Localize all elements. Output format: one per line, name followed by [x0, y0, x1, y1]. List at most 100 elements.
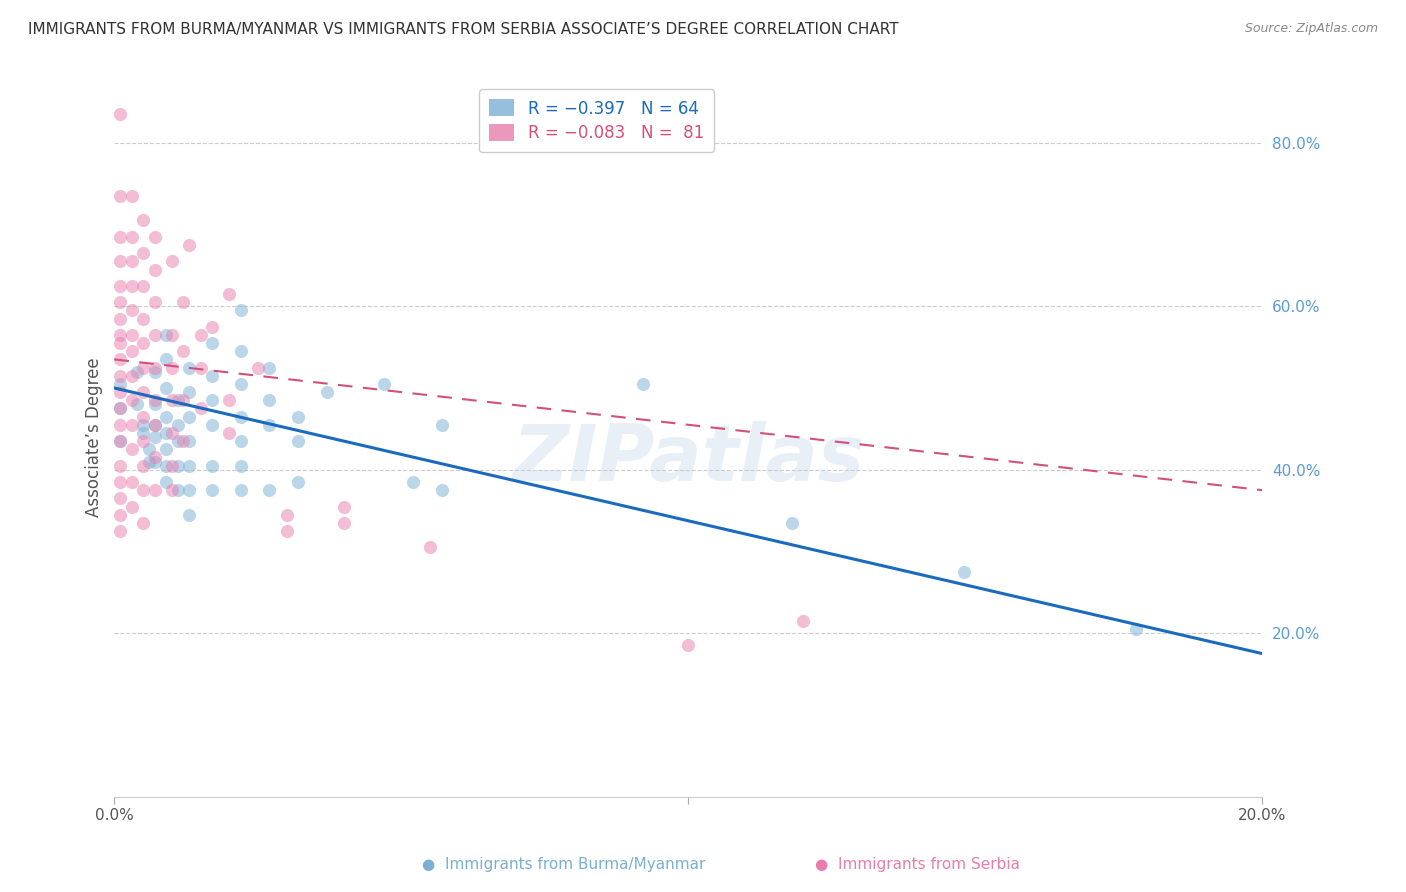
Point [160, 458, 183, 473]
Point [132, 213, 155, 227]
Point [160, 360, 183, 375]
Point [121, 344, 143, 359]
Point [132, 409, 155, 424]
Point [108, 434, 131, 449]
Point [333, 500, 356, 514]
Point [108, 107, 131, 121]
Point [121, 278, 143, 293]
Point [229, 409, 252, 424]
Point [155, 381, 177, 395]
Point [121, 475, 143, 489]
Point [172, 434, 194, 449]
Point [172, 344, 194, 359]
Point [780, 516, 803, 530]
Point [132, 336, 155, 351]
Point [108, 368, 131, 383]
Point [143, 450, 166, 465]
Point [190, 360, 212, 375]
Point [229, 376, 252, 391]
Point [218, 393, 240, 408]
Point [121, 189, 143, 203]
Point [143, 430, 166, 444]
Point [259, 483, 281, 498]
Point [229, 303, 252, 318]
Point [138, 442, 160, 457]
Point [108, 229, 131, 244]
Point [172, 393, 194, 408]
Point [121, 229, 143, 244]
Point [108, 278, 131, 293]
Point [201, 336, 224, 351]
Point [108, 508, 131, 522]
Point [190, 327, 212, 342]
Point [792, 614, 814, 628]
Text: Source: ZipAtlas.com: Source: ZipAtlas.com [1244, 22, 1378, 36]
Point [287, 409, 309, 424]
Point [155, 425, 177, 440]
Point [218, 425, 240, 440]
Point [108, 311, 131, 326]
Point [155, 458, 177, 473]
Point [172, 295, 194, 310]
Point [143, 397, 166, 411]
Point [190, 401, 212, 416]
Point [143, 262, 166, 277]
Point [276, 524, 298, 538]
Point [108, 385, 131, 400]
Point [121, 303, 143, 318]
Point [143, 295, 166, 310]
Y-axis label: Associate’s Degree: Associate’s Degree [86, 357, 103, 516]
Point [108, 434, 131, 449]
Point [143, 454, 166, 468]
Point [373, 376, 395, 391]
Point [108, 254, 131, 268]
Point [287, 475, 309, 489]
Point [121, 393, 143, 408]
Text: IMMIGRANTS FROM BURMA/MYANMAR VS IMMIGRANTS FROM SERBIA ASSOCIATE’S DEGREE CORRE: IMMIGRANTS FROM BURMA/MYANMAR VS IMMIGRA… [28, 22, 898, 37]
Point [166, 417, 188, 432]
Point [229, 483, 252, 498]
Point [132, 425, 155, 440]
Point [143, 417, 166, 432]
Point [229, 458, 252, 473]
Point [155, 442, 177, 457]
Point [143, 393, 166, 408]
Point [160, 425, 183, 440]
Point [177, 238, 200, 252]
Point [430, 483, 453, 498]
Point [155, 475, 177, 489]
Point [132, 278, 155, 293]
Point [419, 541, 441, 555]
Point [108, 295, 131, 310]
Point [160, 254, 183, 268]
Point [333, 516, 356, 530]
Point [177, 434, 200, 449]
Point [160, 393, 183, 408]
Point [155, 352, 177, 367]
Point [108, 352, 131, 367]
Point [143, 483, 166, 498]
Point [143, 360, 166, 375]
Point [177, 360, 200, 375]
Point [108, 336, 131, 351]
Point [132, 360, 155, 375]
Point [108, 475, 131, 489]
Point [201, 368, 224, 383]
Point [121, 368, 143, 383]
Point [678, 639, 700, 653]
Point [201, 483, 224, 498]
Point [201, 319, 224, 334]
Text: ●  Immigrants from Serbia: ● Immigrants from Serbia [815, 857, 1021, 872]
Point [132, 516, 155, 530]
Point [121, 254, 143, 268]
Point [143, 417, 166, 432]
Point [121, 327, 143, 342]
Point [315, 385, 337, 400]
Point [108, 401, 131, 416]
Point [229, 344, 252, 359]
Point [259, 360, 281, 375]
Point [166, 483, 188, 498]
Point [143, 365, 166, 379]
Point [132, 434, 155, 449]
Point [229, 434, 252, 449]
